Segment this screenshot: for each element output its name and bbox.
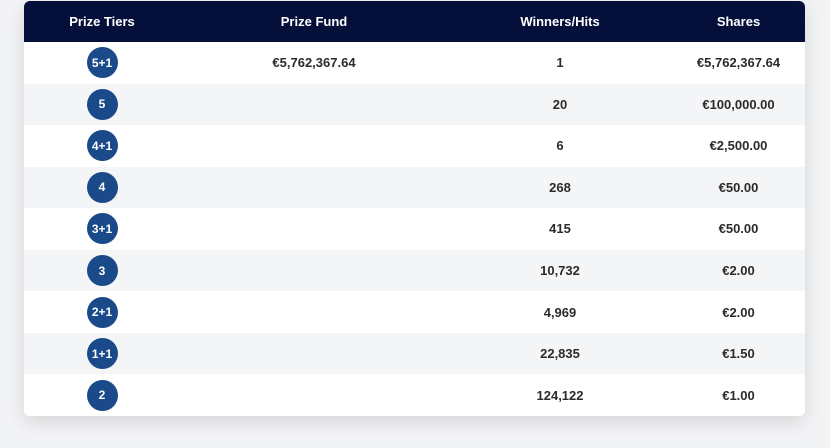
tier-badge: 5+1 xyxy=(86,47,118,79)
share-cell: €1.00 xyxy=(722,387,755,403)
winners-cell: 415 xyxy=(549,221,571,237)
table-row: 1+1 22,835 €1.50 xyxy=(24,332,805,375)
tier-cell: 2+1 xyxy=(24,291,180,333)
table-row: 5+1 €5,762,367.64 1 €5,762,367.64 xyxy=(24,42,805,84)
header-winners-hits: Winners/Hits xyxy=(520,14,600,29)
prize-fund-cell: €5,762,367.64 xyxy=(272,55,356,71)
winners-cell: 20 xyxy=(552,96,568,112)
tier-cell: 3+1 xyxy=(24,208,180,250)
tier-cell: 5+1 xyxy=(24,42,180,84)
tier-cell: 2 xyxy=(24,374,180,416)
prize-fund-cell xyxy=(180,250,448,292)
tier-badge: 3 xyxy=(86,255,118,286)
winners-cell: 10,732 xyxy=(540,263,580,278)
table-row: 3+1 415 €50.00 xyxy=(24,208,805,250)
prize-fund-cell xyxy=(180,374,448,416)
table-row: 4 268 €50.00 xyxy=(24,166,805,209)
share-cell: €2.00 xyxy=(722,263,755,278)
tier-badge: 4+1 xyxy=(86,130,118,162)
prize-fund-cell xyxy=(180,125,448,167)
prize-fund-cell xyxy=(180,208,448,250)
prize-fund-cell xyxy=(180,291,448,333)
winners-cell: 6 xyxy=(556,138,564,154)
tier-cell: 4 xyxy=(24,167,180,209)
prize-fund-cell xyxy=(180,84,448,126)
prize-fund-cell xyxy=(180,167,448,209)
share-cell: €1.50 xyxy=(722,346,755,362)
tier-badge: 2+1 xyxy=(86,296,118,328)
share-cell: €50.00 xyxy=(718,179,759,195)
tier-cell: 1+1 xyxy=(24,333,180,375)
tier-cell: 5 xyxy=(24,84,180,126)
tier-badge: 2 xyxy=(86,379,118,411)
prize-fund-cell xyxy=(180,333,448,375)
header-prize-fund: Prize Fund xyxy=(280,14,348,29)
share-cell: €5,762,367.64 xyxy=(696,55,781,71)
header-prize-tiers: Prize Tiers xyxy=(69,14,135,29)
table-row: 3 10,732 €2.00 xyxy=(24,249,805,292)
share-cell: €50.00 xyxy=(718,221,759,237)
winners-cell: 124,122 xyxy=(536,387,584,403)
tier-badge: 1+1 xyxy=(86,338,118,370)
winners-cell: 22,835 xyxy=(540,346,580,362)
header-row: Prize Tiers Prize Fund Winners/Hits Shar… xyxy=(24,1,805,42)
table-header: Prize Tiers Prize Fund Winners/Hits Shar… xyxy=(24,1,805,42)
tier-cell: 4+1 xyxy=(24,125,180,167)
table-row: 5 20 €100,000.00 xyxy=(24,83,805,126)
share-cell: €2,500.00 xyxy=(709,138,768,154)
share-cell: €2.00 xyxy=(722,304,755,320)
table-body: 5+1 €5,762,367.64 1 €5,762,367.64 5 20 €… xyxy=(24,42,805,416)
tier-badge: 5 xyxy=(86,88,118,120)
table-row: 2 124,122 €1.00 xyxy=(24,374,805,416)
share-cell: €100,000.00 xyxy=(702,96,775,112)
tier-cell: 3 xyxy=(24,250,180,292)
header-shares: Shares xyxy=(716,14,761,29)
table-row: 2+1 4,969 €2.00 xyxy=(24,291,805,333)
winners-cell: 1 xyxy=(556,55,564,71)
prize-breakdown-card: Prize Tiers Prize Fund Winners/Hits Shar… xyxy=(24,1,805,416)
prize-breakdown-table: Prize Tiers Prize Fund Winners/Hits Shar… xyxy=(24,1,805,416)
winners-cell: 268 xyxy=(549,179,571,195)
tier-badge: 4 xyxy=(86,171,118,203)
table-row: 4+1 6 €2,500.00 xyxy=(24,125,805,167)
tier-badge: 3+1 xyxy=(86,213,118,245)
winners-cell: 4,969 xyxy=(543,304,577,320)
